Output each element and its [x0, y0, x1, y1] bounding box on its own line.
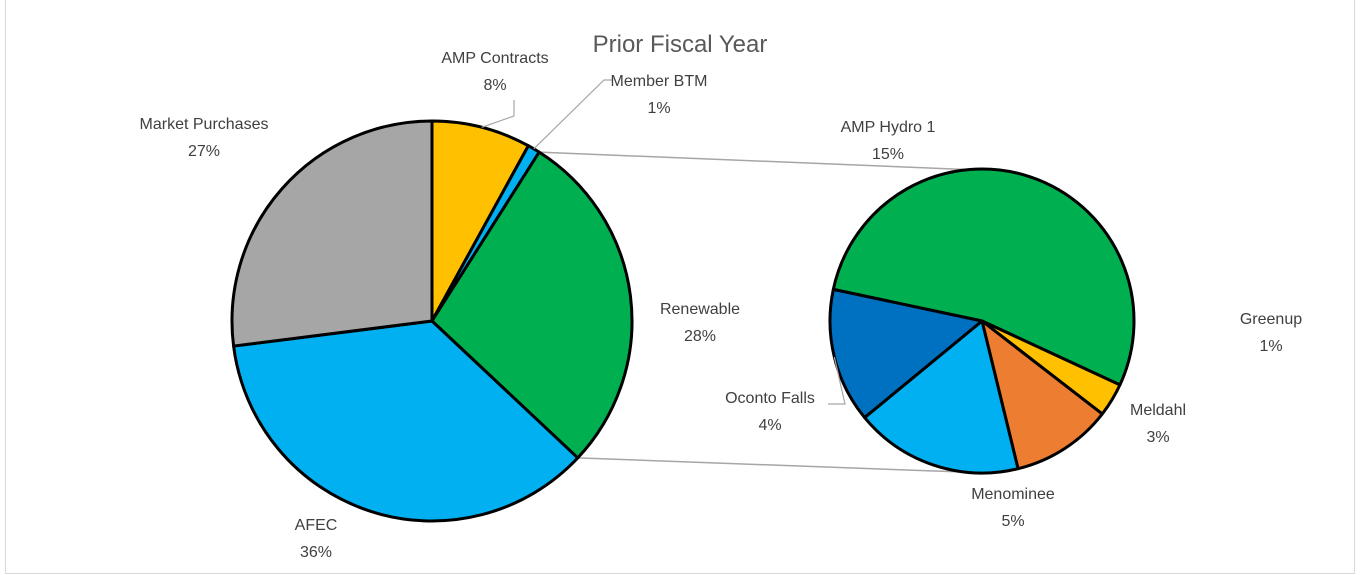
main-slice-amp-contracts	[430, 119, 530, 323]
main-value-member-btm: 1%	[647, 100, 670, 117]
connector-line-bottom	[577, 457, 967, 473]
main-value-market-purchases: 27%	[188, 143, 220, 160]
connector-line-top	[539, 151, 969, 171]
secondary-value-greenup: 1%	[1259, 338, 1282, 355]
secondary-label-meldahl: Meldahl	[1130, 402, 1186, 419]
main-label-amp-contracts: AMP Contracts	[441, 50, 548, 67]
main-value-afec: 36%	[300, 544, 332, 561]
leader-line-member-btm	[533, 79, 612, 150]
secondary-label-oconto-falls: Oconto Falls	[725, 390, 815, 407]
secondary-pie	[828, 167, 1136, 475]
chart-title: Prior Fiscal Year	[593, 31, 768, 58]
main-label-market-purchases: Market Purchases	[140, 116, 269, 133]
main-slice-afec	[232, 319, 580, 523]
secondary-value-amp-hydro-1: 15%	[872, 146, 904, 163]
secondary-value-oconto-falls: 4%	[758, 417, 781, 434]
data-labels: AMP Contracts 8% Member BTM 1% Renewable 28% A…	[140, 50, 1303, 561]
main-value-amp-contracts: 8%	[483, 77, 506, 94]
main-slice-market-purchases	[230, 119, 434, 348]
main-pie	[230, 119, 634, 523]
main-label-afec: AFEC	[295, 517, 338, 534]
main-label-renewable: Renewable	[660, 301, 740, 318]
leader-line-oconto-falls	[828, 356, 846, 405]
leader-line-amp-contracts	[481, 100, 515, 128]
main-label-member-btm: Member BTM	[611, 73, 708, 90]
secondary-label-menominee: Menominee	[971, 486, 1055, 503]
connector-lines	[539, 151, 969, 473]
chart-area	[5, 0, 1355, 574]
secondary-label-amp-hydro-1: AMP Hydro 1	[841, 119, 936, 136]
secondary-value-menominee: 5%	[1001, 513, 1024, 530]
secondary-value-meldahl: 3%	[1146, 429, 1169, 446]
secondary-label-greenup: Greenup	[1240, 311, 1302, 328]
leader-lines	[481, 79, 846, 405]
secondary-slice-menominee	[863, 319, 1020, 475]
main-value-renewable: 28%	[684, 328, 716, 345]
main-slice-renewable	[430, 150, 634, 460]
secondary-slice-amp-hydro-1	[831, 167, 1136, 387]
secondary-slice-meldahl	[980, 319, 1104, 471]
